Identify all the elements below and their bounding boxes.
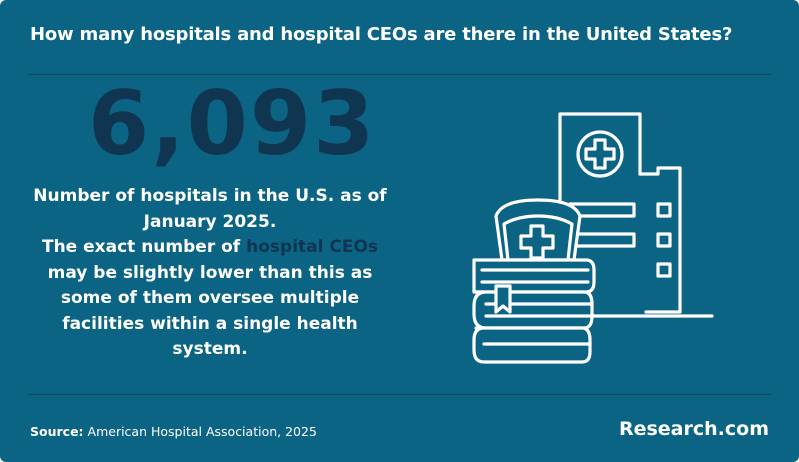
stat-description-highlight: hospital CEOs [246,237,379,257]
page-title: How many hospitals and hospital CEOs are… [30,24,733,45]
hospital-building-with-nurse-cap-and-books-icon [472,112,714,364]
stat-description: Number of hospitals in the U.S. as of Ja… [30,184,390,363]
brand-logo: Research.com [618,418,769,440]
source-note: Source: American Hospital Association, 2… [30,424,317,439]
source-label: Source: [30,424,84,439]
stat-description-line2-before: The exact number of [41,237,247,257]
stat-value: 6,093 [88,72,377,175]
stat-description-line1: Number of hospitals in the U.S. as of Ja… [33,186,387,232]
bottom-divider [28,394,771,395]
stat-description-line2-after: may be slightly lower than this as some … [47,262,373,360]
top-divider [28,74,771,75]
source-text: American Hospital Association, 2025 [87,424,317,439]
